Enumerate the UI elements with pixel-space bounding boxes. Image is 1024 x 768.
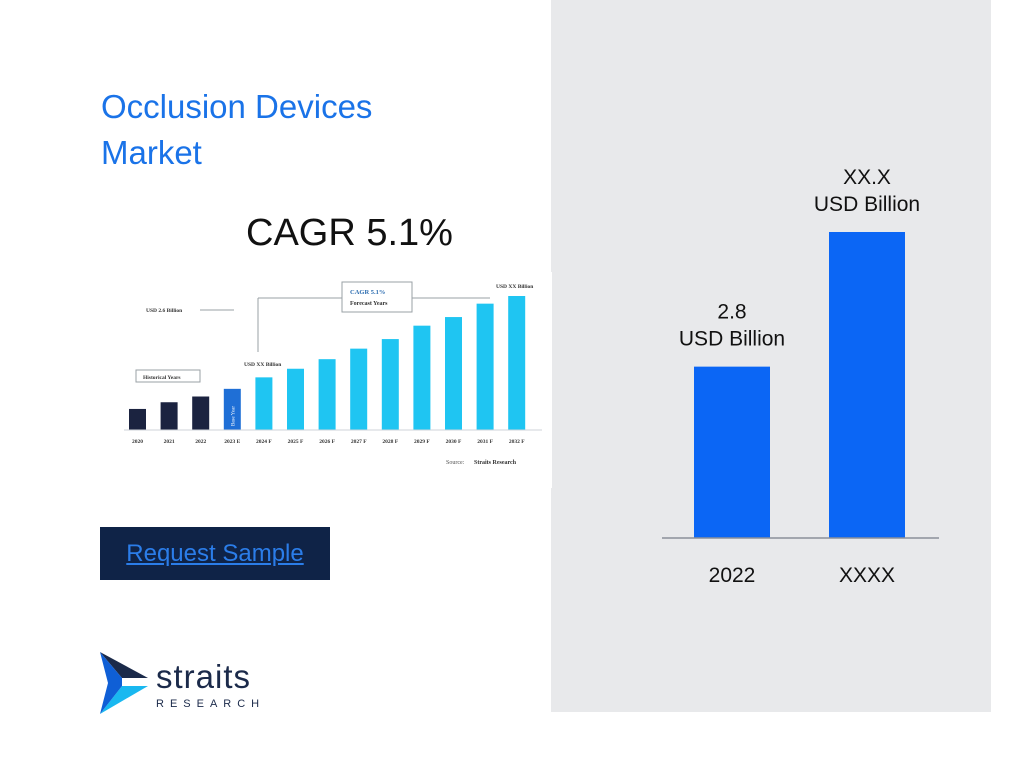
bar-xxxx <box>829 232 905 538</box>
logo-subtext: RESEARCH <box>156 698 266 710</box>
mini-bar-2029-f <box>413 325 431 430</box>
historical-years-box <box>135 369 201 383</box>
mini-bar-2025-f <box>287 368 304 430</box>
base-year-label: Base Year <box>231 406 236 426</box>
page-title: Occlusion Devices Market <box>101 88 373 171</box>
mini-bar-2022 <box>192 396 210 430</box>
mini-x-tick-label: 2022 <box>195 439 206 445</box>
mini-bar-2028-f <box>381 339 399 430</box>
bar-value-label: XX.X <box>843 166 891 189</box>
market-forecast-chart-svg: CAGR 5.1% Forecast Years USD 2.6 Billion… <box>124 281 542 466</box>
historical-years-text: Historical Years <box>143 375 181 381</box>
request-sample-button[interactable]: Request Sample <box>100 527 330 580</box>
mini-bar-2023-e <box>223 388 241 430</box>
mini-x-tick-label: 2023 E <box>224 439 240 445</box>
cagr-label: CAGR 5.1% <box>246 212 453 254</box>
mini-bar-2021 <box>160 402 178 430</box>
bar-2022 <box>694 366 770 538</box>
market-size-chart: 2.8 USD Billion 2022 XX.X USD Billion XXXX <box>551 0 991 712</box>
mid-value-annotation: USD XX Billion <box>244 362 281 368</box>
mini-bar-2031-f <box>476 303 494 430</box>
market-size-chart-svg: 2.8 USD Billion 2022 XX.X USD Billion XXXX <box>662 166 939 587</box>
bar-unit-label: USD Billion <box>679 328 785 351</box>
x-tick-label: XXXX <box>839 564 895 587</box>
logo-arrow-icon <box>100 652 148 714</box>
mini-x-tick-label: 2024 F <box>256 439 272 445</box>
straits-logo: straits RESEARCH <box>100 652 270 716</box>
mini-x-tick-label: 2026 F <box>319 439 335 445</box>
mini-bar-2032-f <box>508 296 526 430</box>
start-value-annotation: USD 2.6 Billion <box>146 308 182 314</box>
mini-x-tick-label: 2021 <box>164 439 175 445</box>
mini-bar-2026-f <box>318 359 336 430</box>
request-sample-link[interactable]: Request Sample <box>126 539 304 567</box>
chart-panel-background <box>551 0 991 712</box>
end-value-annotation: USD XX Billion <box>496 284 533 290</box>
source-name: Straits Research <box>474 460 517 466</box>
logo-wordmark: straits <box>156 658 252 695</box>
mini-x-tick-label: 2030 F <box>446 439 462 445</box>
bar-unit-label: USD Billion <box>814 193 920 216</box>
mini-bar-2027-f <box>350 348 368 430</box>
source-label: Source: <box>446 460 465 466</box>
mini-bar-2020 <box>129 408 146 430</box>
mini-x-tick-label: 2025 F <box>288 439 304 445</box>
mini-x-tick-label: 2028 F <box>382 439 398 445</box>
mini-x-tick-label: 2020 <box>132 439 143 445</box>
cagr-callout-box <box>341 281 413 313</box>
mini-bar-2030-f <box>445 317 462 430</box>
forecast-years-text: Forecast Years <box>350 301 388 307</box>
mini-bar-2024-f <box>255 377 273 430</box>
x-tick-label: 2022 <box>709 564 756 587</box>
mini-x-tick-label: 2029 F <box>414 439 430 445</box>
mini-x-tick-label: 2027 F <box>351 439 367 445</box>
market-forecast-chart: CAGR 5.1% Forecast Years USD 2.6 Billion… <box>110 272 552 488</box>
mini-x-tick-label: 2031 F <box>477 439 493 445</box>
mini-cagr-text: CAGR 5.1% <box>350 289 385 296</box>
mini-x-tick-label: 2032 F <box>509 439 525 445</box>
bar-value-label: 2.8 <box>717 301 746 324</box>
